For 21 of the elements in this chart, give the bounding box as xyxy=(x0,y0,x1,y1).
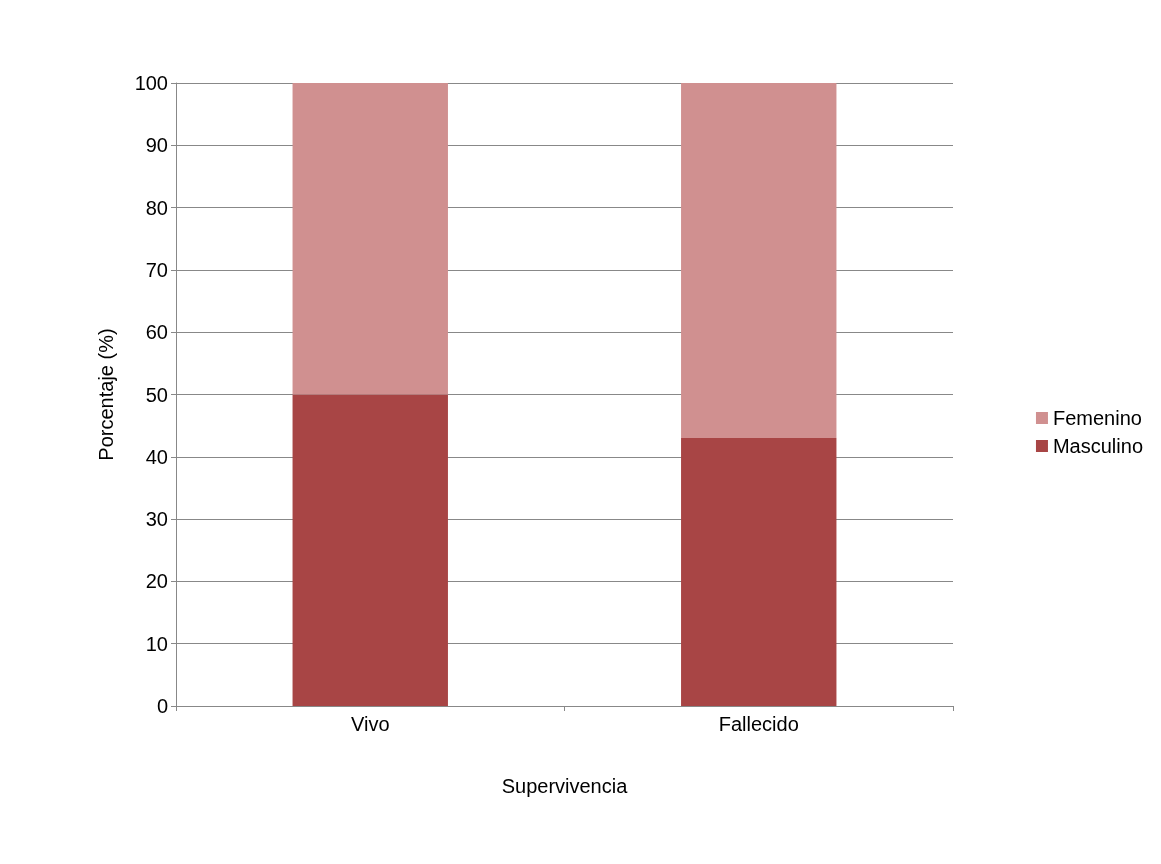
y-tick-label: 60 xyxy=(145,321,168,344)
bar xyxy=(681,438,837,706)
legend-label: Femenino xyxy=(1052,407,1142,429)
bar xyxy=(292,394,448,706)
y-tick-label: 30 xyxy=(145,508,168,531)
x-tick-label: Fallecido xyxy=(718,713,799,735)
y-tick-label: 0 xyxy=(156,695,168,717)
y-tick-label: 40 xyxy=(145,445,168,468)
bar xyxy=(681,83,837,439)
y-tick-label: 20 xyxy=(145,570,168,593)
y-tick-label: 50 xyxy=(145,383,168,406)
y-tick-label: 10 xyxy=(145,632,168,655)
y-tick-label: 100 xyxy=(134,72,168,94)
y-axis-title: Porcentaje (%) xyxy=(95,328,117,461)
y-tick-label: 90 xyxy=(145,134,168,157)
legend-label: Masculino xyxy=(1052,435,1144,457)
x-tick-label: Vivo xyxy=(350,713,390,735)
y-tick-label: 80 xyxy=(145,196,168,219)
bar xyxy=(292,83,448,395)
y-tick-label: 70 xyxy=(145,258,168,281)
x-axis-title: Supervivencia xyxy=(501,775,629,797)
